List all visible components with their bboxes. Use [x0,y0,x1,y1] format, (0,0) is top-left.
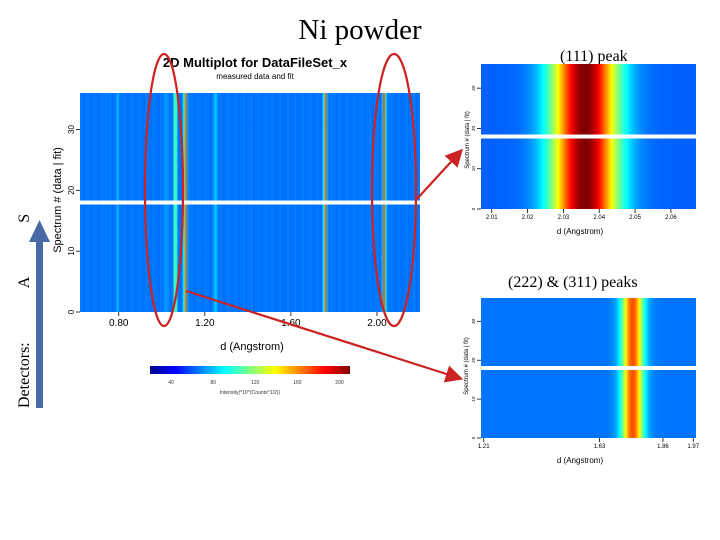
main-x-axis-label: d (Angstrom) [220,341,284,353]
zoom-111-x-axis-label: d (Angstrom) [557,227,604,236]
colorbar-tick-label: 40 [168,380,174,386]
main-heatmap-area [78,93,422,312]
x-tick-label: 1.63 [594,444,606,450]
label-111-peak: (111) peak [560,48,628,65]
colorbar-label: Intensity(*10^(Counts^1/2)) [220,390,281,396]
highlight-ellipse-right [370,52,418,328]
x-tick-label: 2.05 [629,215,641,221]
colorbar [150,366,350,374]
y-tick-label: 20 [67,185,76,194]
data-fit-separator [479,134,698,139]
zoom-111-chart: 2.01 2.02 2.03 2.04 2.05 2.06 0 10 20 30 d (Angst… [465,64,698,236]
zoom-222-311-chart: 1.21 1.63 1.86 1.97 0 10 20 30 d (Angstrom) Spe… [464,298,700,465]
y-tick-label: 10 [67,246,76,255]
data-fit-separator [78,200,422,205]
x-tick-label: 2.01 [486,215,498,221]
zoom-111-y-axis-label: Spectrum # (data | fit) [465,111,471,169]
x-tick-label: 1.21 [478,444,490,450]
detector-arrow-icon [29,220,50,242]
main-chart-title: 2D Multiplot for DataFileSet_x [163,55,348,70]
detector-arrow-shaft [36,240,43,408]
colorbar-tick-label: 80 [210,380,216,386]
colorbar-tick-label: 160 [293,380,302,386]
y-tick-label: 0 [471,207,477,210]
y-tick-label: 0 [471,436,477,439]
y-tick-label: 30 [67,125,76,134]
y-tick-label: 10 [471,166,477,172]
x-tick-label: 2.03 [558,215,570,221]
data-fit-separator [479,366,698,370]
highlight-ellipse-left [143,52,185,328]
zoom-222-311-x-axis-label: d (Angstrom) [557,456,604,465]
y-tick-label: 0 [67,309,76,314]
x-tick-label: 1.86 [657,444,669,450]
y-tick-label: 30 [471,318,477,324]
y-tick-label: 20 [471,125,477,131]
x-tick-label: 0.80 [109,318,129,329]
x-tick-label: 2.02 [522,215,534,221]
x-tick-label: 2.00 [367,318,387,329]
arrow-to-111 [415,148,463,201]
main-y-axis-label: Spectrum # (data | fit) [52,147,64,253]
slide-title: Ni powder [298,14,422,46]
x-tick-label: 2.04 [593,215,605,221]
zoom-222-311-heatmap-area [479,298,698,438]
arrow-to-222-311 [185,289,464,383]
x-tick-label: 2.06 [665,215,677,221]
x-tick-label: 1.97 [687,444,699,450]
colorbar-tick-label: 120 [251,380,260,386]
label-222-311-peaks: (222) & (311) peaks [508,274,638,291]
y-tick-label: 30 [471,85,477,91]
colorbar-tick-label: 200 [335,380,344,386]
zoom-222-311-y-axis-label: Spectrum # (data | fit) [464,337,470,395]
y-tick-label: 20 [471,357,477,363]
y-tick-label: 10 [471,396,477,402]
x-tick-label: 1.20 [195,318,215,329]
main-heatmap-chart: 2D Multiplot for DataFileSet_x measured … [52,55,422,396]
main-chart-subtitle: measured data and fit [216,72,294,81]
zoom-111-heatmap-area [479,64,698,209]
